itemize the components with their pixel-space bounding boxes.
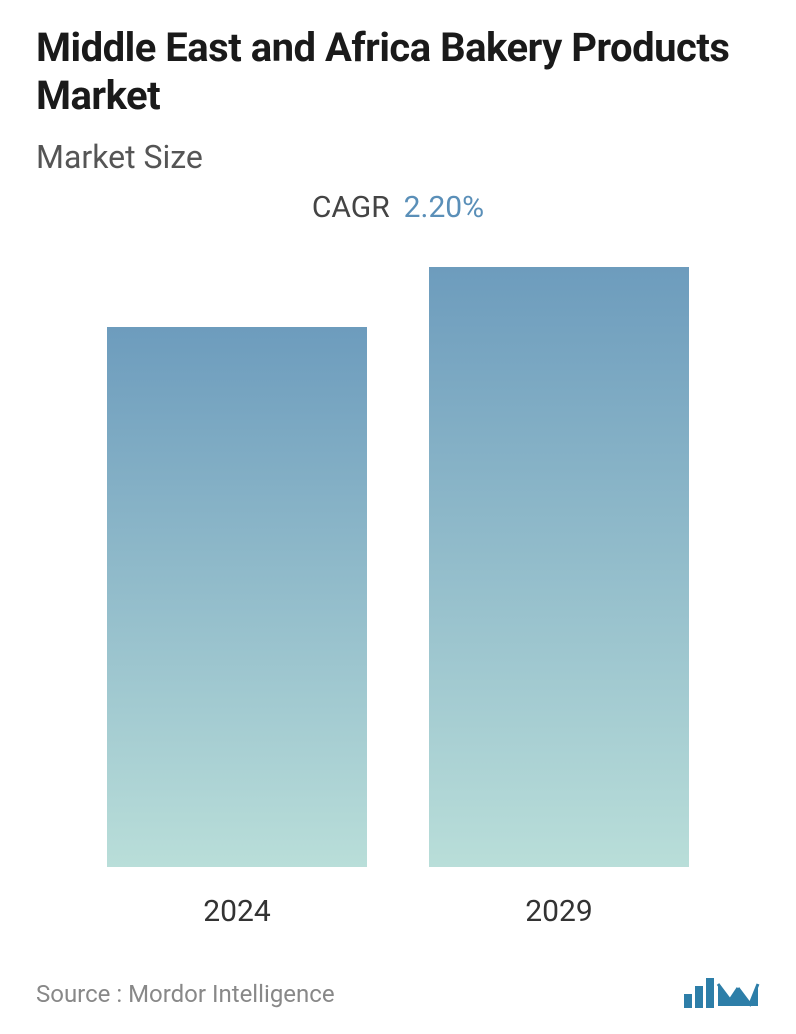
- cagr-row: CAGR 2.20%: [36, 190, 760, 225]
- chart-container: Middle East and Africa Bakery Products M…: [0, 0, 796, 1034]
- bar-label-1: 2029: [429, 894, 689, 929]
- x-axis-labels: 2024 2029: [36, 894, 760, 929]
- bars-group: [36, 249, 760, 867]
- logo: [684, 976, 760, 1008]
- chart-title: Middle East and Africa Bakery Products M…: [36, 24, 760, 120]
- bar-wrap-1: [429, 267, 689, 867]
- bar-2029: [429, 267, 689, 867]
- bar-label-0: 2024: [107, 894, 367, 929]
- logo-bars-icon: [684, 978, 714, 1008]
- logo-mark-icon: [716, 976, 760, 1008]
- chart-subtitle: Market Size: [36, 138, 760, 176]
- source-text: Source : Mordor Intelligence: [36, 980, 335, 1008]
- bar-2024: [107, 327, 367, 867]
- cagr-label: CAGR: [312, 190, 390, 225]
- footer: Source : Mordor Intelligence: [36, 976, 760, 1008]
- bar-wrap-0: [107, 327, 367, 867]
- chart-area: 2024 2029: [36, 249, 760, 929]
- cagr-value: 2.20%: [404, 190, 484, 225]
